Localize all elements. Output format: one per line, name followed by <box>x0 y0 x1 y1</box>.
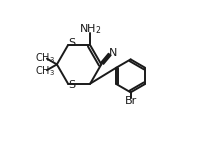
Text: NH$_2$: NH$_2$ <box>79 22 101 36</box>
Text: CH$_3$: CH$_3$ <box>35 51 55 65</box>
Text: Br: Br <box>124 96 137 106</box>
Text: N: N <box>109 48 117 58</box>
Text: S: S <box>68 38 75 48</box>
Text: S: S <box>68 80 75 90</box>
Text: CH$_3$: CH$_3$ <box>35 64 55 78</box>
